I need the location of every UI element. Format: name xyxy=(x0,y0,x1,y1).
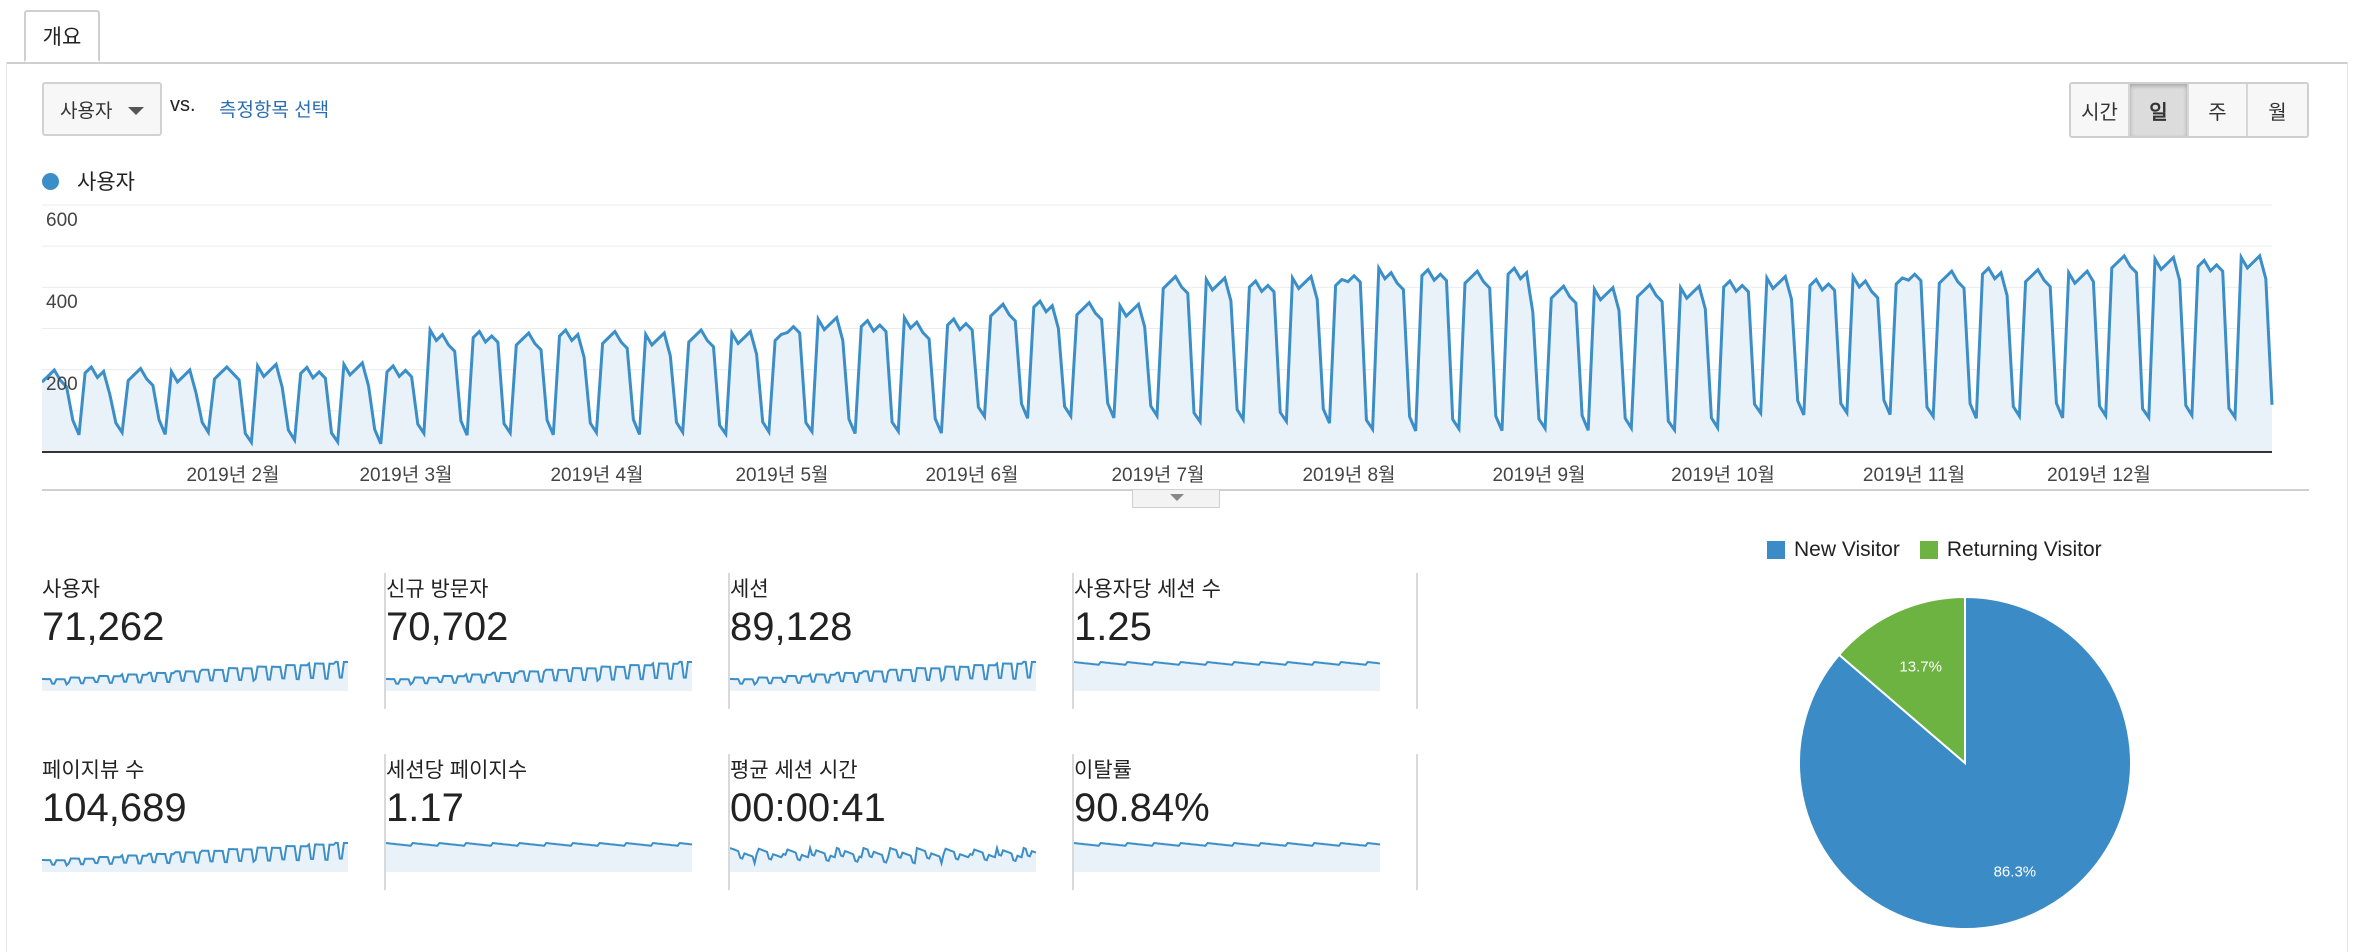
tab-overview[interactable]: 개요 xyxy=(24,10,100,62)
users-line-chart-svg xyxy=(40,204,2274,489)
x-tick-label: 2019년 4월 xyxy=(550,465,644,486)
pie-legend: New Visitor Returning Visitor xyxy=(1767,538,2102,562)
kpi-label: 이탈률 xyxy=(1074,759,1132,782)
kpi-label: 신규 방문자 xyxy=(386,578,489,601)
compare-metric-link[interactable]: 측정항목 선택 xyxy=(219,100,330,121)
period-button-day[interactable]: 일 xyxy=(2130,84,2189,136)
kpi-label: 세션 xyxy=(730,578,769,601)
sparkline-area xyxy=(730,661,1036,691)
chart-collapse-toggle[interactable] xyxy=(1132,490,1220,508)
y-tick-label: 600 xyxy=(46,210,78,231)
x-tick-label: 2019년 7월 xyxy=(1111,465,1205,486)
kpi-value: 90.84% xyxy=(1074,786,1210,830)
kpi-sparkline xyxy=(1074,841,1380,872)
vs-label: vs. xyxy=(170,94,196,116)
kpi-sessions-per-user[interactable]: 사용자당 세션 수 1.25 xyxy=(1074,573,1418,709)
chevron-down-icon xyxy=(128,107,144,115)
sparkline-area xyxy=(386,661,692,691)
kpi-pageviews[interactable]: 페이지뷰 수 104,689 xyxy=(42,754,386,890)
kpi-value: 89,128 xyxy=(730,605,853,649)
pie-slice-new-visitor xyxy=(1798,595,2132,930)
kpi-avg-session-duration[interactable]: 평균 세션 시간 00:00:41 xyxy=(730,754,1074,890)
kpi-pages-per-session[interactable]: 세션당 페이지수 1.17 xyxy=(386,754,730,890)
sparkline-line xyxy=(730,660,1036,687)
pie-slice-label: 86.3% xyxy=(1994,864,2037,881)
kpi-label: 평균 세션 시간 xyxy=(730,759,858,782)
x-tick-label: 2019년 5월 xyxy=(735,465,829,486)
legend-label-returning: Returning Visitor xyxy=(1946,538,2102,561)
users-line-chart: 600 400 200 2019년 2월 2019년 3월 2019년 4월 2019… xyxy=(40,200,2309,491)
kpi-label: 사용자 xyxy=(42,578,100,601)
metric-select[interactable]: 사용자 xyxy=(42,82,162,136)
kpi-sparkline xyxy=(730,844,1036,872)
y-tick-label: 400 xyxy=(46,292,78,313)
sparkline-line xyxy=(42,660,348,687)
kpi-sparkline xyxy=(386,660,692,691)
kpi-label: 페이지뷰 수 xyxy=(42,759,145,782)
period-button-week[interactable]: 주 xyxy=(2189,84,2248,136)
series-color-dot xyxy=(42,172,59,190)
sparkline-line xyxy=(1074,660,1380,666)
legend-swatch-new xyxy=(1767,541,1785,559)
sparkline-area xyxy=(42,842,348,872)
x-tick-label: 2019년 8월 xyxy=(1302,465,1396,486)
sparkline-line xyxy=(42,841,348,868)
sparkline-area xyxy=(1074,843,1380,872)
x-tick-label: 2019년 12월 xyxy=(2047,465,2151,486)
pie-slice-returning-visitor xyxy=(1837,595,1966,766)
kpi-new-visitors[interactable]: 신규 방문자 70,702 xyxy=(386,573,730,709)
legend-swatch-returning xyxy=(1919,541,1938,559)
kpi-sparkline xyxy=(386,841,692,872)
kpi-bounce-rate[interactable]: 이탈률 90.84% xyxy=(1074,754,1418,890)
kpi-value: 1.17 xyxy=(386,786,464,830)
sparkline-line xyxy=(730,844,1036,868)
kpi-value: 104,689 xyxy=(42,786,187,830)
kpi-sparkline xyxy=(730,660,1036,691)
sparkline-area xyxy=(1074,662,1380,691)
kpi-value: 1.25 xyxy=(1074,605,1152,649)
tab-strip: 개요 xyxy=(6,0,2348,64)
metric-select-value: 사용자 xyxy=(60,100,113,122)
kpi-users[interactable]: 사용자 71,262 xyxy=(42,573,386,709)
kpi-value: 70,702 xyxy=(386,605,509,649)
kpi-sparkline xyxy=(42,841,348,872)
report-frame xyxy=(6,62,2348,952)
x-tick-label: 2019년 10월 xyxy=(1671,465,1775,486)
sparkline-area xyxy=(42,661,348,691)
kpi-label: 세션당 페이지수 xyxy=(386,759,528,782)
kpi-value: 00:00:41 xyxy=(730,786,886,830)
x-tick-label: 2019년 3월 xyxy=(359,465,453,486)
chart-legend: 사용자 xyxy=(42,166,135,196)
x-tick-label: 2019년 6월 xyxy=(925,465,1019,486)
visitor-pie-chart: 86.3% 13.7% xyxy=(1798,595,2132,930)
sparkline-line xyxy=(1074,841,1380,847)
kpi-sparkline xyxy=(42,660,348,691)
caret-down-icon xyxy=(1170,494,1184,501)
x-tick-label: 2019년 11월 xyxy=(1862,465,1966,486)
x-tick-label: 2019년 9월 xyxy=(1492,465,1586,486)
period-button-hour[interactable]: 시간 xyxy=(2071,84,2130,136)
sparkline-area xyxy=(386,843,692,872)
pie-slice-label: 13.7% xyxy=(1899,658,1942,675)
period-button-month[interactable]: 월 xyxy=(2248,84,2307,136)
kpi-sparkline xyxy=(1074,660,1380,691)
y-tick-label: 200 xyxy=(46,374,78,395)
x-tick-label: 2019년 2월 xyxy=(186,465,280,486)
kpi-label: 사용자당 세션 수 xyxy=(1074,578,1221,601)
sparkline-line xyxy=(386,660,692,687)
users-line xyxy=(40,252,2274,447)
kpi-value: 71,262 xyxy=(42,605,165,649)
sparkline-line xyxy=(386,841,692,847)
legend-label-new: New Visitor xyxy=(1794,538,1900,561)
series-label: 사용자 xyxy=(77,171,135,194)
kpi-sessions[interactable]: 세션 89,128 xyxy=(730,573,1074,709)
period-button-group: 시간 일 주 월 xyxy=(2069,82,2309,138)
